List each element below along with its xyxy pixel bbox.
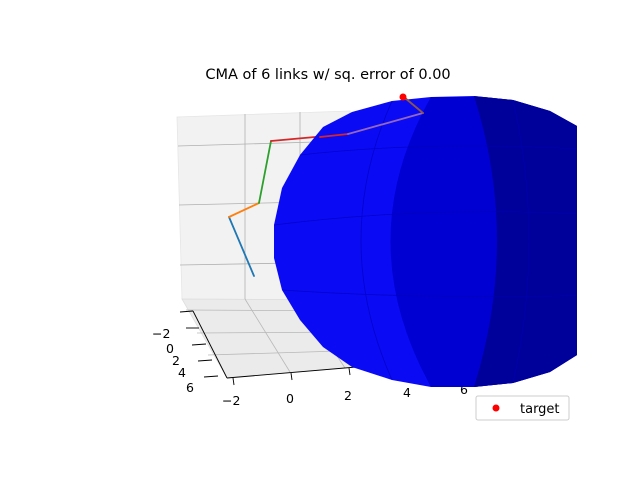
link-5-front: [347, 112, 424, 135]
link-6-front: [404, 97, 424, 114]
chart-title: CMA of 6 links w/ sq. error of 0.00: [205, 67, 450, 83]
x-tick-label: 2: [344, 388, 352, 403]
y-tick-label: 4: [178, 365, 186, 380]
link-4-front: [319, 133, 349, 138]
x-tick-label: 4: [403, 385, 411, 400]
y-tick-label: 2: [172, 353, 180, 368]
y-tick-label: 6: [186, 380, 194, 395]
x-tick-label: −2: [222, 393, 240, 408]
legend: target: [475, 395, 570, 421]
link-1: [228, 216, 255, 277]
x-tick-label: 0: [286, 391, 294, 406]
sphere: [274, 96, 577, 387]
y-tick-label: 0: [166, 341, 174, 356]
link-2: [228, 202, 260, 218]
y-tick-label: −2: [152, 326, 170, 341]
y-tick-labels: −2 0 2 4 6: [152, 326, 194, 395]
legend-label: target: [520, 402, 560, 417]
legend-marker: [492, 404, 500, 412]
legend-frame: [475, 395, 570, 421]
sphere-shade-dark: [474, 96, 577, 387]
link-3: [258, 140, 272, 204]
arm-links-front: [319, 97, 424, 138]
x-tick-labels: −2 0 2 4 6: [222, 382, 468, 408]
x-tick-label: 6: [460, 382, 468, 397]
target-point: [399, 93, 407, 101]
